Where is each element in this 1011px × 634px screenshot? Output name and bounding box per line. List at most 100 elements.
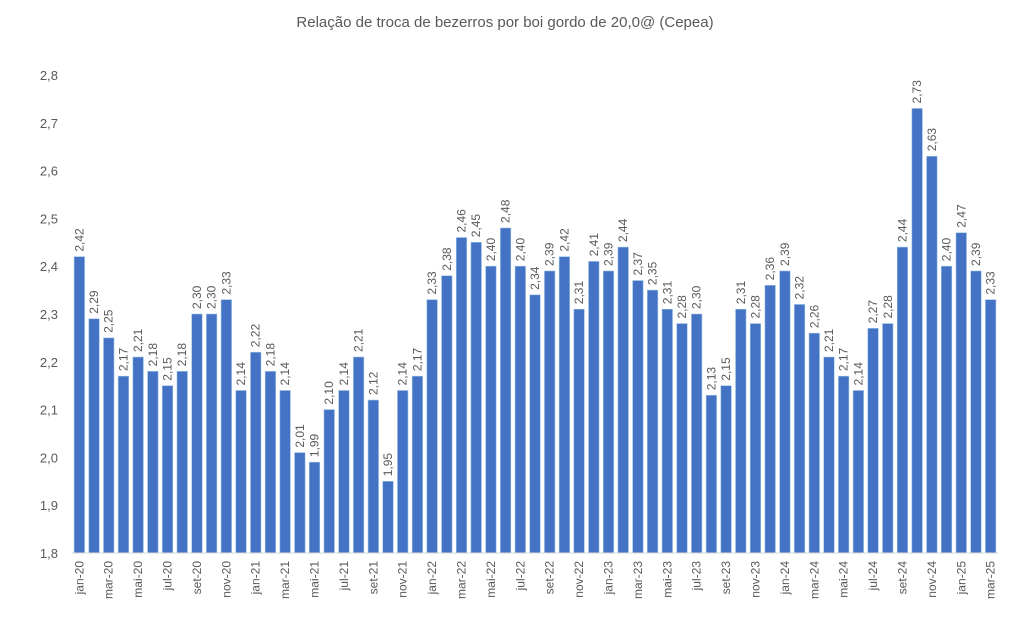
data-label: 2,45 <box>469 214 483 238</box>
data-label: 2,37 <box>631 252 645 276</box>
bar-out-20 <box>206 313 218 554</box>
data-label: 2,12 <box>366 371 380 395</box>
bar-fev-25 <box>970 270 982 554</box>
data-label: 2,14 <box>396 362 410 386</box>
data-label: 2,21 <box>822 328 836 352</box>
bar-nov-23 <box>749 323 762 554</box>
data-label: 2,13 <box>704 367 718 391</box>
data-label: 2,31 <box>660 281 674 305</box>
y-tick-label: 2,1 <box>40 403 58 418</box>
bar-mai-22 <box>485 265 497 554</box>
data-label: 2,30 <box>205 285 219 309</box>
data-label: 2,18 <box>146 343 160 367</box>
bar-jun-22 <box>500 227 512 554</box>
data-label: 2,33 <box>425 271 439 295</box>
x-tick-label: jan-20 <box>72 561 86 596</box>
bar-jun-20 <box>147 371 159 554</box>
data-label: 2,14 <box>337 362 351 386</box>
x-tick-label: jan-23 <box>601 561 615 596</box>
data-label: 2,31 <box>572 281 586 305</box>
bar-fev-23 <box>617 246 629 554</box>
data-label: 2,30 <box>690 285 704 309</box>
y-tick-label: 2,5 <box>40 211 58 226</box>
data-label: 2,10 <box>322 381 336 405</box>
bar-dez-21 <box>411 375 423 554</box>
bar-fev-24 <box>794 304 806 554</box>
bar-set-23 <box>720 385 732 554</box>
bar-ago-24 <box>882 323 894 554</box>
data-label: 2,40 <box>940 238 954 262</box>
data-label: 2,32 <box>793 276 807 300</box>
data-label: 2,47 <box>954 204 968 228</box>
bar-fev-21 <box>264 371 276 554</box>
data-label: 2,21 <box>131 328 145 352</box>
data-label: 2,31 <box>734 281 748 305</box>
data-label: 2,41 <box>587 233 601 257</box>
bar-jul-23 <box>691 313 703 554</box>
x-tick-label: nov-24 <box>925 561 939 598</box>
data-label: 2,39 <box>543 242 557 266</box>
bar-dez-23 <box>764 285 776 554</box>
data-label: 2,44 <box>616 218 630 242</box>
bar-mai-24 <box>838 375 850 554</box>
data-label: 2,01 <box>293 424 307 448</box>
data-label: 2,29 <box>87 290 101 314</box>
x-tick-label: set-22 <box>543 561 557 595</box>
y-tick-label: 2,0 <box>40 450 58 465</box>
bar-ago-22 <box>529 294 541 554</box>
bar-mar-20 <box>103 337 115 554</box>
x-tick-label: mai-23 <box>660 561 674 598</box>
data-label: 2,15 <box>719 357 733 381</box>
data-label: 1,99 <box>308 433 322 457</box>
data-label: 2,39 <box>778 242 792 266</box>
y-tick-label: 2,3 <box>40 307 58 322</box>
bar-jul-21 <box>338 390 350 554</box>
bar-out-24 <box>911 108 923 554</box>
y-tick-label: 1,9 <box>40 498 58 513</box>
bar-mai-23 <box>661 308 673 554</box>
bar-mar-22 <box>455 237 468 554</box>
x-tick-label: jul-20 <box>161 561 175 592</box>
bar-jun-24 <box>852 390 864 554</box>
data-label: 2,28 <box>675 295 689 319</box>
data-label: 2,39 <box>969 242 983 266</box>
bar-jun-21 <box>323 409 335 554</box>
data-label: 2,15 <box>161 357 175 381</box>
bars <box>73 108 997 554</box>
bar-fev-22 <box>441 275 453 554</box>
bar-mar-24 <box>808 332 820 554</box>
y-tick-label: 1,8 <box>40 546 58 561</box>
x-tick-label: set-21 <box>366 561 380 595</box>
x-tick-label: mai-21 <box>308 561 322 598</box>
bar-out-23 <box>735 308 747 554</box>
x-tick-label: set-23 <box>719 561 733 595</box>
bar-dez-24 <box>941 265 953 554</box>
x-tick-label: jul-24 <box>866 561 880 592</box>
bar-jul-24 <box>867 328 879 554</box>
bar-jan-21 <box>250 351 262 554</box>
bar-mar-21 <box>279 390 291 554</box>
x-tick-label: jul-22 <box>513 561 527 592</box>
data-label: 2,38 <box>440 247 454 271</box>
x-tick-label: mar-22 <box>455 561 469 599</box>
data-label: 2,40 <box>484 238 498 262</box>
x-tick-label: mar-25 <box>984 561 998 599</box>
data-label: 2,34 <box>528 266 542 290</box>
bar-ago-20 <box>176 371 188 554</box>
x-tick-label: jan-21 <box>249 561 263 596</box>
x-tick-label: mar-23 <box>631 561 645 599</box>
x-tick-label: jan-25 <box>954 561 968 596</box>
y-tick-label: 2,4 <box>40 259 58 274</box>
x-tick-label: mai-24 <box>837 561 851 598</box>
data-label: 2,44 <box>895 218 909 242</box>
data-label: 2,18 <box>175 343 189 367</box>
data-labels: 2,422,292,252,172,212,182,152,182,30 2,30… <box>72 80 997 477</box>
bar-jan-20 <box>73 256 85 554</box>
bar-set-21 <box>367 399 379 554</box>
bar-jan-23 <box>602 270 615 554</box>
x-tick-label: mar-20 <box>102 561 116 599</box>
bar-nov-24 <box>926 155 938 554</box>
data-label: 2,26 <box>807 304 821 328</box>
bar-jan-22 <box>426 299 438 554</box>
bar-nov-22 <box>573 308 585 554</box>
